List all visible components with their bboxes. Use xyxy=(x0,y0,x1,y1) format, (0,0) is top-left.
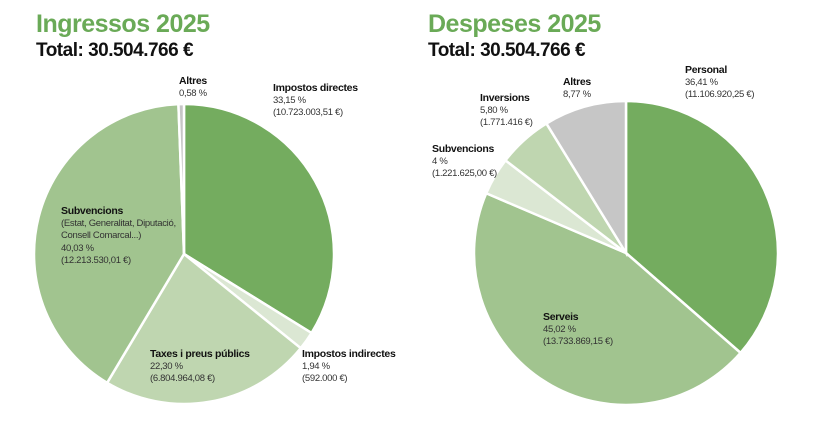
label-personal: Personal 36,41 % (11.106.920,25 €) xyxy=(685,64,755,100)
label-subvencions-expense: Subvencions 4 % (1.221.625,00 €) xyxy=(432,143,497,179)
expense-title: Despeses 2025 xyxy=(428,10,601,38)
label-inversions: Inversions 5,80 % (1.771.416 €) xyxy=(480,92,533,128)
label-serveis: Serveis 45,02 % (13.733.869,15 €) xyxy=(543,311,613,347)
pie-slice-subvencions-0 xyxy=(32,102,186,385)
pie-slice-impostos-directes-0 xyxy=(182,102,336,335)
pie-slice-taxes-i-preus-p-blics-0 xyxy=(105,252,303,406)
label-impostos-directes: Impostos directes 33,15 % (10.723.003,51 €… xyxy=(273,82,358,118)
income-total: Total: 30.504.766 € xyxy=(36,40,194,61)
label-altres-income: Altres 0,58 % xyxy=(179,75,207,99)
expense-total: Total: 30.504.766 € xyxy=(428,40,586,61)
label-taxes: Taxes i preus públics 22,30 % (6.804.964,0… xyxy=(150,348,250,384)
pie-slice-altres-0 xyxy=(177,102,186,255)
label-subvencions-income: Subvencions (Estat, Generalitat, Diputaci… xyxy=(61,205,176,266)
pie-slice-serveis-1 xyxy=(472,191,743,407)
income-title: Ingressos 2025 xyxy=(36,10,210,38)
label-impostos-indirectes: Impostos indirectes 1,94 % (592.000 €) xyxy=(302,348,396,384)
label-altres-expense: Altres 8,77 % xyxy=(563,76,591,100)
pie-slice-personal-1 xyxy=(624,99,780,355)
pie-slice-altres-1 xyxy=(544,99,628,258)
